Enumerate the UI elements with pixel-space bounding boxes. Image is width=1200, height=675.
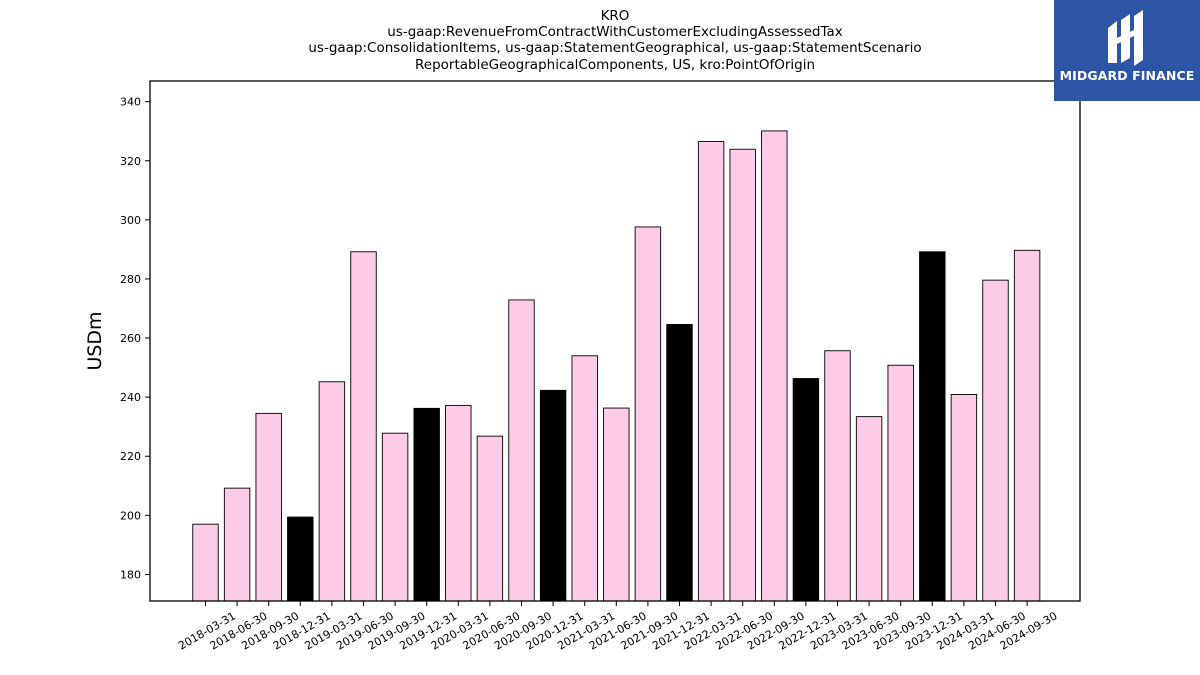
logo-text: MIDGARD FINANCE: [1059, 68, 1195, 83]
bar-2023-12-31: [919, 251, 946, 602]
bar-2024-06-30: [982, 279, 1009, 602]
bar-2020-03-31: [445, 404, 472, 602]
bar-2024-09-30: [1013, 249, 1041, 602]
bar-2021-12-31: [666, 324, 693, 602]
chart-title: KRO us-gaap:RevenueFromContractWithCusto…: [308, 8, 921, 73]
bar-2020-06-30: [476, 435, 504, 602]
y-tick-label: 260: [120, 332, 141, 345]
title-line-1: KRO: [601, 8, 630, 24]
bar-2021-09-30: [634, 226, 662, 602]
bar-2022-12-31: [792, 378, 820, 602]
y-tick-label: 180: [120, 568, 141, 581]
bar-2020-12-31: [539, 389, 567, 602]
y-tick-label: 300: [120, 214, 141, 227]
bar-2024-03-31: [950, 394, 978, 602]
x-axis: 2018-03-312018-06-302018-09-302018-12-31…: [176, 601, 1060, 653]
bar-2022-03-31: [697, 141, 725, 602]
y-tick-label: 200: [120, 509, 141, 522]
midgard-finance-logo: MIDGARD FINANCE: [1054, 0, 1200, 101]
midgard-logo-mark-icon: [1108, 10, 1143, 66]
plot-frame: [149, 80, 1081, 602]
y-tick-label: 220: [120, 450, 141, 463]
bar-2021-06-30: [603, 407, 630, 602]
bar-2019-09-30: [381, 432, 409, 602]
bar-series: [192, 130, 1041, 602]
bar-2021-03-31: [571, 355, 598, 602]
y-tick-label: 280: [120, 273, 141, 286]
bar-2018-12-31: [287, 516, 314, 602]
y-axis-label: USDm: [84, 311, 106, 370]
title-line-3: us-gaap:ConsolidationItems, us-gaap:Stat…: [308, 40, 921, 56]
bar-2019-03-31: [318, 381, 346, 602]
bar-2018-03-31: [192, 523, 219, 602]
y-tick-label: 340: [120, 96, 141, 109]
bar-2023-06-30: [855, 416, 883, 602]
y-axis: 180 200 220 240 260 280 300 320 340: [120, 96, 150, 581]
bar-2019-06-30: [350, 251, 377, 602]
bar-2020-09-30: [508, 299, 535, 602]
bar-2019-12-31: [413, 407, 440, 602]
bar-2022-09-30: [761, 130, 788, 602]
bar-2018-06-30: [223, 487, 251, 602]
title-line-4: ReportableGeographicalComponents, US, kr…: [415, 57, 815, 73]
bar-2018-09-30: [255, 412, 282, 602]
title-line-2: us-gaap:RevenueFromContractWithCustomerE…: [387, 24, 843, 40]
bar-2022-06-30: [729, 148, 756, 602]
y-tick-label: 240: [120, 391, 141, 404]
bar-2023-03-31: [824, 350, 851, 602]
bar-2023-09-30: [887, 364, 914, 602]
y-tick-label: 320: [120, 155, 141, 168]
